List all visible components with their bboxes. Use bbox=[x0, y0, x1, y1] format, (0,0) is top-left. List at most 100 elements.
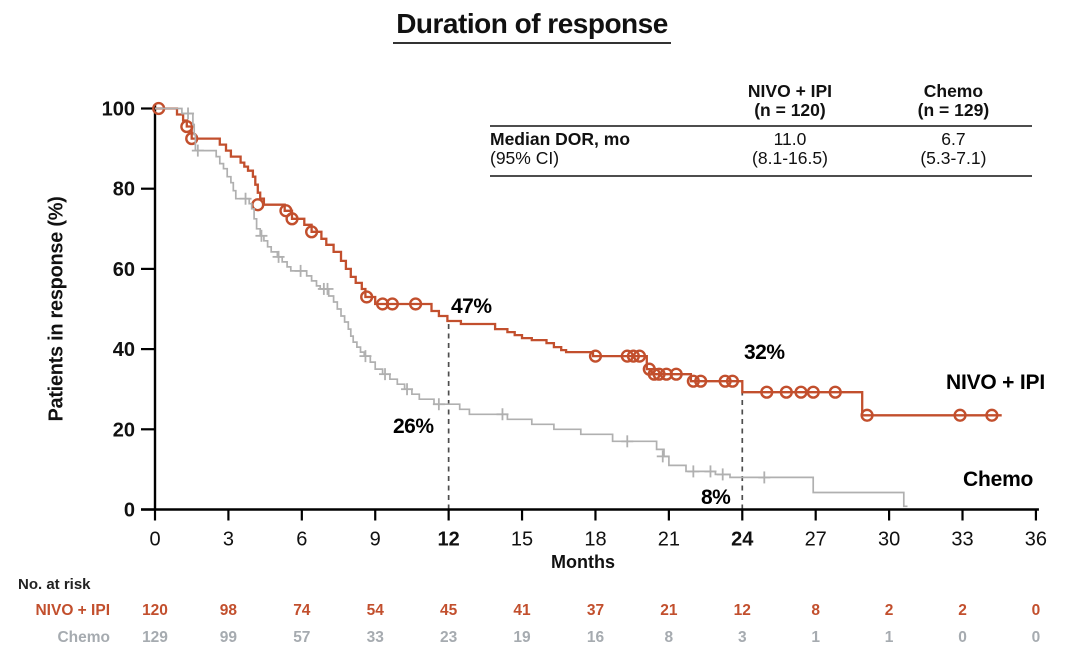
ci-label: (95% CI) bbox=[490, 148, 560, 168]
censor-circle bbox=[953, 408, 967, 422]
at-risk-value: 21 bbox=[660, 602, 678, 619]
censor-circle bbox=[588, 349, 603, 363]
censor-circle bbox=[760, 385, 774, 399]
at-risk-value: 98 bbox=[219, 602, 238, 619]
at-risk-value: 41 bbox=[513, 602, 531, 619]
median-dor-table: NIVO + IPI (n = 120) Chemo (n = 129) Med… bbox=[490, 82, 1032, 177]
x-tick-label-6: 6 bbox=[296, 529, 307, 551]
at-risk-value: 2 bbox=[884, 602, 894, 619]
x-axis-label: Months bbox=[551, 552, 615, 572]
y-tick-label-60: 60 bbox=[113, 259, 135, 281]
censor-circle bbox=[626, 349, 640, 363]
at-risk-value: 0 bbox=[958, 629, 967, 646]
x-tick-label-12: 12 bbox=[438, 529, 460, 551]
at-risk-value: 57 bbox=[293, 629, 311, 646]
censor-circle bbox=[694, 374, 708, 388]
censor-circle bbox=[632, 349, 647, 363]
x-tick-label-33: 33 bbox=[951, 529, 973, 551]
censor-circle bbox=[725, 374, 740, 388]
x-tick-label-27: 27 bbox=[805, 529, 827, 551]
at-risk-value: 8 bbox=[811, 602, 820, 619]
inset-row-label: Median DOR, mo (95% CI) bbox=[490, 126, 706, 177]
at-risk-row-nivo: NIVO + IPI 120 98 74 54 45 41 37 21 12 8 2 2 0 bbox=[0, 602, 1080, 622]
at-risk-value: 37 bbox=[586, 602, 605, 619]
at-risk-value: 1 bbox=[884, 629, 894, 646]
inset-header-nivo: NIVO + IPI (n = 120) bbox=[705, 81, 875, 127]
x-tick-label-21: 21 bbox=[658, 529, 680, 551]
censor-circle bbox=[647, 367, 661, 381]
at-risk-value: 23 bbox=[440, 629, 458, 646]
y-tick-label-20: 20 bbox=[113, 419, 135, 441]
censor-circle bbox=[652, 367, 666, 381]
at-risk-value: 19 bbox=[513, 629, 531, 646]
censor-circle bbox=[985, 408, 999, 422]
annotation-nivo-12mo: 47% bbox=[451, 295, 492, 318]
title-wrap: Duration of response bbox=[0, 8, 1064, 44]
y-axis-label: Patients in response (%) bbox=[45, 196, 68, 422]
at-risk-value: 45 bbox=[440, 602, 458, 619]
at-risk-value: 120 bbox=[142, 602, 168, 619]
series-label-nivo: NIVO + IPI bbox=[946, 371, 1045, 394]
median-dor-label: Median DOR, mo bbox=[490, 129, 631, 149]
censor-circle bbox=[860, 408, 874, 422]
median-dor-nivo: 11.0 bbox=[773, 129, 807, 149]
inset-value-chemo: 6.7 (5.3-7.1) bbox=[874, 126, 1032, 177]
censor-circle bbox=[794, 385, 808, 399]
at-risk-row-chemo: Chemo 129 99 57 33 23 19 16 8 3 1 1 0 0 bbox=[0, 629, 1080, 649]
at-risk-value: 2 bbox=[958, 602, 967, 619]
y-tick-label-40: 40 bbox=[113, 339, 135, 361]
at-risk-value: 8 bbox=[664, 629, 674, 646]
y-tick-label-0: 0 bbox=[124, 500, 135, 522]
at-risk-value: 129 bbox=[142, 629, 168, 646]
at-risk-value: 1 bbox=[811, 629, 820, 646]
x-tick-label-9: 9 bbox=[370, 529, 381, 551]
censor-circle bbox=[686, 374, 700, 388]
censor-circle bbox=[385, 297, 399, 311]
censor-circle bbox=[718, 374, 732, 388]
annotation-nivo-24mo: 32% bbox=[744, 341, 785, 364]
inset-value-nivo: 11.0 (8.1-16.5) bbox=[705, 126, 875, 177]
series-label-chemo: Chemo bbox=[963, 468, 1034, 491]
y-tick-label-100: 100 bbox=[102, 99, 135, 121]
at-risk-label-nivo: NIVO + IPI bbox=[35, 602, 110, 619]
x-tick-label-24: 24 bbox=[731, 529, 754, 551]
censor-circle bbox=[360, 290, 374, 304]
annotation-chemo-12mo: 26% bbox=[393, 415, 434, 438]
x-tick-label-36: 36 bbox=[1025, 529, 1047, 551]
inset-header-chemo: Chemo (n = 129) bbox=[874, 81, 1032, 127]
censor-circle bbox=[180, 119, 194, 134]
at-risk-value: 0 bbox=[1031, 602, 1041, 619]
censor-circle bbox=[279, 204, 293, 218]
inset-header-chemo-n: (n = 129) bbox=[917, 100, 990, 120]
censor-circle bbox=[409, 297, 423, 311]
ci-nivo: (8.1-16.5) bbox=[752, 148, 828, 168]
censor-circle bbox=[828, 385, 842, 399]
ci-chemo: (5.3-7.1) bbox=[920, 148, 987, 168]
at-risk-value: 12 bbox=[733, 602, 751, 619]
at-risk-value: 16 bbox=[586, 629, 605, 646]
at-risk-value: 99 bbox=[219, 629, 238, 646]
censor-circle bbox=[285, 212, 299, 226]
inset-header-chemo-name: Chemo bbox=[923, 81, 984, 101]
x-tick-label-3: 3 bbox=[223, 529, 234, 551]
at-risk-value: 33 bbox=[366, 629, 384, 646]
inset-empty-header bbox=[490, 82, 706, 127]
y-tick-label-80: 80 bbox=[113, 179, 135, 201]
annotation-chemo-24mo: 8% bbox=[701, 486, 731, 509]
km-curve-chemo bbox=[155, 107, 908, 508]
at-risk-value: 0 bbox=[1031, 629, 1041, 646]
censor-circle bbox=[669, 367, 683, 381]
at-risk-value: 54 bbox=[366, 602, 384, 619]
median-dor-chemo: 6.7 bbox=[941, 129, 966, 149]
km-curve-nivo-ipi bbox=[155, 107, 1002, 417]
x-tick-label-30: 30 bbox=[878, 529, 900, 551]
inset-header-nivo-n: (n = 120) bbox=[754, 100, 826, 120]
x-tick-label-0: 0 bbox=[149, 529, 160, 551]
inset-header-nivo-name: NIVO + IPI bbox=[747, 81, 833, 101]
at-risk-value: 3 bbox=[737, 629, 747, 646]
x-tick-label-18: 18 bbox=[584, 529, 606, 551]
censor-circle bbox=[779, 385, 793, 399]
at-risk-title: No. at risk bbox=[18, 576, 91, 593]
